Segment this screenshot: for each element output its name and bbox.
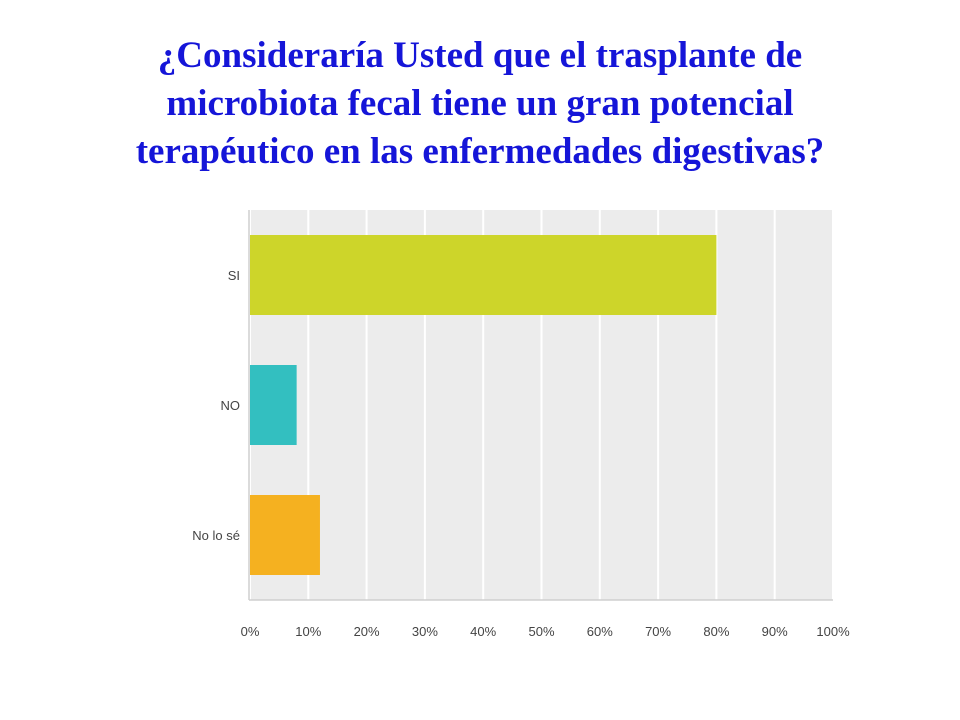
category-label: NO	[221, 398, 241, 413]
x-tick-label: 60%	[587, 624, 613, 639]
category-label: No lo sé	[192, 528, 240, 543]
chart-title-line-3: terapéutico en las enfermedades digestiv…	[135, 131, 825, 172]
x-tick-label: 90%	[762, 624, 788, 639]
category-label: SI	[228, 268, 240, 283]
bar-no	[250, 365, 297, 445]
chart-title: ¿Consideraría Usted que el trasplante de…	[40, 32, 920, 176]
x-tick-label: 20%	[354, 624, 380, 639]
x-tick-label: 70%	[645, 624, 671, 639]
x-tick-label: 80%	[703, 624, 729, 639]
chart-title-line-1: ¿Consideraría Usted que el trasplante de	[157, 35, 803, 76]
x-tick-label: 10%	[295, 624, 321, 639]
x-tick-label: 0%	[241, 624, 260, 639]
bar-si	[250, 235, 717, 315]
x-tick-label: 30%	[412, 624, 438, 639]
chart-title-line-2: microbiota fecal tiene un gran potencial	[166, 83, 794, 124]
x-tick-label: 50%	[528, 624, 554, 639]
x-tick-label: 100%	[816, 624, 850, 639]
x-tick-label: 40%	[470, 624, 496, 639]
bar-no-lo-s-	[250, 495, 320, 575]
